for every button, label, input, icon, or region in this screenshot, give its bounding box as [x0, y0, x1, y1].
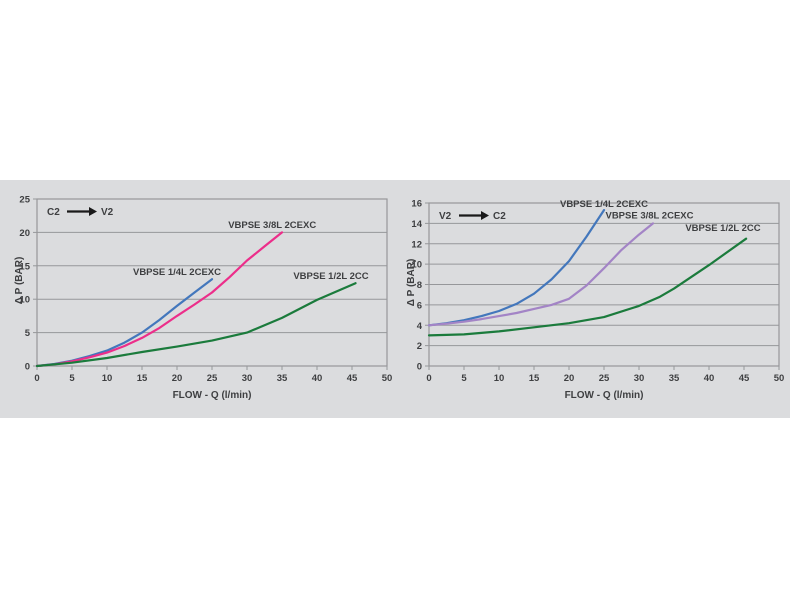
- x-tick-label: 40: [704, 373, 715, 384]
- x-tick-label: 50: [774, 373, 785, 384]
- series-curve: [427, 222, 655, 327]
- x-tick-label: 20: [564, 373, 575, 384]
- x-tick-label: 0: [426, 373, 431, 384]
- y-tick-label: 2: [417, 341, 422, 352]
- direction-from-label: V2: [439, 211, 452, 222]
- x-tick-label: 5: [69, 373, 75, 384]
- x-tick-label: 45: [347, 373, 358, 384]
- series-label: VBPSE 1/4L 2CEXC: [133, 267, 221, 278]
- y-tick-label: 14: [411, 219, 422, 230]
- y-tick-label: 25: [19, 195, 30, 206]
- series-label: VBPSE 1/2L 2CC: [293, 271, 368, 282]
- x-tick-label: 50: [382, 373, 393, 384]
- y-tick-label: 12: [411, 239, 422, 250]
- series-curve: [35, 282, 357, 368]
- chart-c2-to-v2: 0 5 10 15 20 25 0 5 10 15 20 25 30 35 40 45 50 FLOW - Q (…: [0, 180, 400, 418]
- x-tick-label: 20: [172, 373, 183, 384]
- chart-v2-to-c2: 0 2 4 6 8 10 12 14 16 0 5 10 15 20 25 30 35 40 45 50 FLOW - …: [400, 180, 800, 418]
- series-label: VBPSE 3/8L 2CEXC: [605, 211, 693, 222]
- x-tick-label: 5: [461, 373, 467, 384]
- y-tick-label: 4: [417, 321, 423, 332]
- y-tick-label: 5: [25, 328, 31, 339]
- y-tick-label: 10: [411, 260, 422, 271]
- x-tick-label: 25: [599, 373, 610, 384]
- x-tick-label: 45: [739, 373, 750, 384]
- x-tick-label: 0: [34, 373, 39, 384]
- y-tick-label: 10: [19, 295, 30, 306]
- x-tick-label: 15: [529, 373, 540, 384]
- y-tick-label: 15: [19, 261, 30, 272]
- x-tick-label: 40: [312, 373, 323, 384]
- x-axis-title: FLOW - Q (l/min): [173, 390, 252, 401]
- y-tick-label: 16: [411, 199, 422, 210]
- chart-svg: 0 5 10 15 20 25 0 5 10 15 20 25 30 35 40 45 50 FLOW - Q (…: [14, 195, 393, 402]
- x-tick-label: 35: [669, 373, 680, 384]
- series-label: VBPSE 3/8L 2CEXC: [228, 220, 316, 231]
- series-label: VBPSE 1/4L 2CEXC: [560, 199, 648, 210]
- direction-to-label: V2: [101, 207, 114, 218]
- x-tick-label: 30: [242, 373, 253, 384]
- x-tick-label: 30: [634, 373, 645, 384]
- y-axis-title: Δ P (BAR): [406, 259, 417, 307]
- x-tick-label: 35: [277, 373, 288, 384]
- series-curve: [427, 209, 606, 327]
- x-tick-label: 15: [137, 373, 148, 384]
- y-tick-label: 8: [417, 280, 422, 291]
- direction-arrowhead-icon: [89, 207, 97, 216]
- x-tick-label: 25: [207, 373, 218, 384]
- y-tick-label: 6: [417, 300, 422, 311]
- y-tick-label: 0: [417, 362, 422, 373]
- pressure-drop-charts-panel: 0 5 10 15 20 25 0 5 10 15 20 25 30 35 40 45 50 FLOW - Q (…: [0, 180, 790, 418]
- x-tick-label: 10: [102, 373, 113, 384]
- x-tick-label: 10: [494, 373, 505, 384]
- direction-arrowhead-icon: [481, 211, 489, 220]
- direction-to-label: C2: [493, 211, 506, 222]
- series-curve: [35, 231, 284, 368]
- direction-from-label: C2: [47, 207, 60, 218]
- series-label: VBPSE 1/2L 2CC: [685, 223, 760, 234]
- chart-svg: 0 2 4 6 8 10 12 14 16 0 5 10 15 20 25 30 35 40 45 50 FLOW - …: [406, 199, 785, 402]
- y-axis-title: Δ P (BAR): [14, 257, 25, 305]
- series-curve: [427, 237, 748, 337]
- y-tick-label: 0: [25, 362, 30, 373]
- y-tick-label: 20: [19, 228, 30, 239]
- series-curve: [35, 278, 214, 368]
- x-axis-title: FLOW - Q (l/min): [565, 390, 644, 401]
